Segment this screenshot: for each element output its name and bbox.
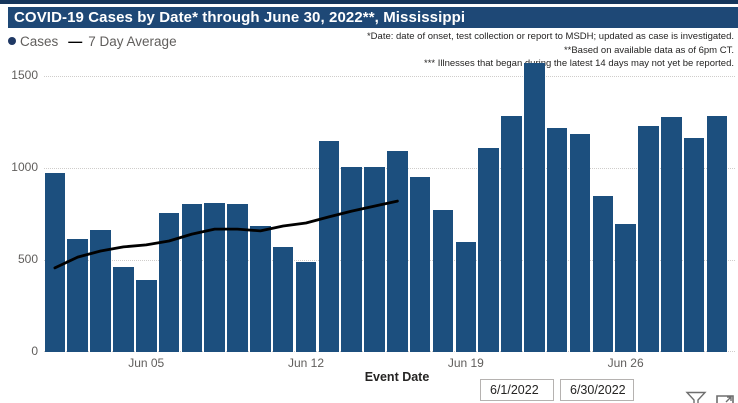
case-bar-jun-10[interactable]	[250, 225, 271, 352]
case-bar-jun-27[interactable]	[638, 125, 659, 352]
case-bar-jun-08[interactable]	[204, 202, 225, 352]
case-bar-jun-06[interactable]	[158, 213, 180, 352]
case-bar-jun-04[interactable]	[113, 267, 134, 352]
case-bar-jun-12[interactable]	[295, 261, 317, 352]
legend-cases-label: Cases	[20, 33, 59, 49]
legend: Cases — 7 Day Average	[8, 32, 177, 50]
top-border-strip	[0, 0, 738, 4]
case-bar-jun-02[interactable]	[67, 238, 89, 352]
case-bar-jun-24[interactable]	[569, 133, 591, 352]
x-tick-jun-26: Jun 26	[607, 356, 644, 370]
case-bar-jun-25[interactable]	[592, 195, 614, 352]
case-bar-jun-22[interactable]	[524, 63, 545, 352]
focus-mode-icon[interactable]	[715, 394, 735, 403]
footnote-latest-14-days: *** Illnesses that began during the late…	[424, 58, 734, 69]
plot-area	[44, 62, 735, 352]
x-tick-jun-19: Jun 19	[447, 356, 484, 370]
seven-day-average-line	[53, 199, 399, 270]
case-bar-jun-21[interactable]	[501, 116, 522, 352]
y-tick-1500: 1500	[11, 68, 38, 82]
case-bar-jun-07[interactable]	[181, 203, 203, 352]
slicer-start-date-input[interactable]	[480, 379, 554, 401]
avg-legend-line-icon: —	[68, 33, 83, 49]
case-bar-jun-23[interactable]	[546, 128, 568, 352]
case-bar-jun-05[interactable]	[135, 280, 157, 352]
case-bar-jun-13[interactable]	[318, 141, 340, 352]
x-tick-jun-12: Jun 12	[288, 356, 325, 370]
case-bar-jun-15[interactable]	[364, 167, 385, 352]
cases-legend-dot-icon	[8, 37, 16, 45]
case-bar-jun-17[interactable]	[409, 177, 431, 352]
case-bar-jun-03[interactable]	[90, 229, 111, 352]
case-bar-jun-01[interactable]	[44, 172, 66, 352]
x-tick-jun-05: Jun 05	[128, 356, 165, 370]
gridline-1500	[44, 76, 735, 77]
filter-funnel-icon[interactable]	[685, 391, 707, 403]
y-tick-1000: 1000	[11, 160, 38, 174]
footnote-data-asof: **Based on available data as of 6pm CT.	[563, 44, 734, 56]
y-tick-0: 0	[31, 344, 38, 358]
y-tick-500: 500	[17, 252, 38, 266]
case-bar-jun-30[interactable]	[706, 115, 728, 352]
chart-title: COVID-19 Cases by Date* through June 30,…	[8, 7, 738, 28]
footnotes: *Date: date of onset, test collection or…	[367, 30, 734, 71]
case-bar-jun-09[interactable]	[227, 203, 248, 352]
case-bar-jun-28[interactable]	[661, 117, 682, 352]
footnote-date-definition: *Date: date of onset, test collection or…	[366, 31, 734, 42]
case-bar-jun-11[interactable]	[272, 247, 294, 352]
legend-avg-label: 7 Day Average	[88, 33, 177, 49]
case-bar-jun-29[interactable]	[683, 137, 705, 352]
case-bar-jun-20[interactable]	[478, 147, 499, 352]
x-axis-title: Event Date	[364, 370, 430, 384]
slicer-end-date-input[interactable]	[560, 379, 634, 401]
case-bar-jun-26[interactable]	[615, 224, 636, 352]
case-bar-jun-18[interactable]	[432, 210, 454, 352]
case-bar-jun-19[interactable]	[455, 241, 477, 352]
